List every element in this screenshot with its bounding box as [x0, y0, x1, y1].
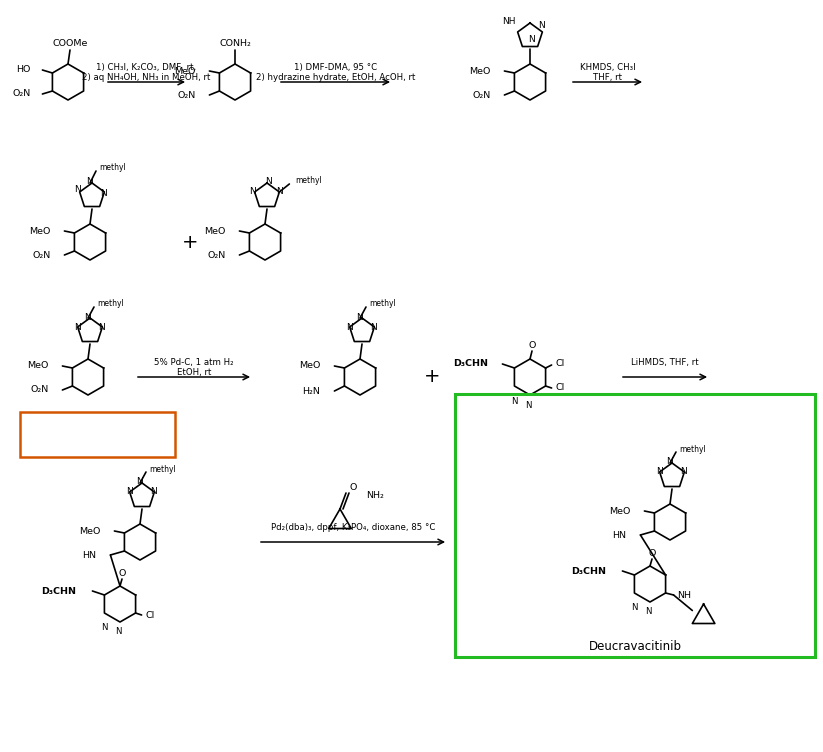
Text: O₂N: O₂N	[472, 90, 491, 99]
Bar	[20, 412, 175, 457]
Text: D₃CHN: D₃CHN	[453, 359, 488, 368]
Text: N: N	[525, 401, 532, 410]
Text: +: +	[424, 368, 440, 387]
Text: N: N	[630, 604, 637, 612]
Text: methyl: methyl	[369, 299, 396, 308]
Text: MeO: MeO	[299, 362, 320, 371]
Text: Deucravacitinib: Deucravacitinib	[588, 641, 681, 653]
Text: N: N	[249, 187, 257, 196]
Text: methyl: methyl	[99, 162, 126, 171]
Text: N: N	[98, 323, 105, 332]
Text: N: N	[127, 487, 133, 496]
Text: Pd₂(dba)₃, dppf, K₃PO₄, dioxane, 85 °C: Pd₂(dba)₃, dppf, K₃PO₄, dioxane, 85 °C	[271, 523, 435, 532]
Text: NH: NH	[503, 17, 516, 26]
Text: N: N	[75, 186, 81, 195]
Text: O: O	[649, 550, 656, 559]
Text: N: N	[150, 487, 156, 496]
Text: N: N	[528, 35, 536, 44]
Text: O₂N: O₂N	[12, 89, 30, 99]
Text: EtOH, rt: EtOH, rt	[177, 368, 212, 377]
Text: N: N	[657, 468, 663, 477]
Text: N: N	[538, 22, 545, 31]
Text: N: N	[667, 457, 673, 466]
Text: N: N	[266, 177, 272, 186]
Text: N: N	[356, 313, 364, 322]
Text: O: O	[528, 341, 536, 350]
Text: COOMe: COOMe	[53, 38, 88, 47]
Text: regioselectivity: regioselectivity	[57, 421, 137, 431]
Text: H₂N: H₂N	[303, 387, 320, 396]
Text: N: N	[75, 323, 81, 332]
Text: HN: HN	[612, 530, 626, 539]
Text: 1) DMF-DMA, 95 °C: 1) DMF-DMA, 95 °C	[294, 63, 377, 72]
Text: HN: HN	[82, 550, 96, 559]
Text: NH: NH	[677, 590, 691, 599]
Text: methyl: methyl	[679, 444, 706, 453]
Text: methyl: methyl	[149, 465, 176, 474]
Text: methyl: methyl	[295, 177, 322, 186]
Text: D₃CHN: D₃CHN	[571, 566, 607, 575]
Text: KHMDS, CH₃I: KHMDS, CH₃I	[579, 63, 635, 72]
Text: N: N	[511, 396, 517, 405]
Text: N: N	[85, 313, 91, 322]
Text: +: +	[182, 232, 198, 251]
Text: N: N	[276, 187, 283, 196]
Text: O₂N: O₂N	[32, 250, 50, 259]
Text: 1) CH₃I, K₂CO₃, DMF, rt,: 1) CH₃I, K₂CO₃, DMF, rt,	[96, 63, 197, 72]
Text: MeO: MeO	[204, 226, 226, 235]
Text: THF, rt: THF, rt	[593, 73, 622, 82]
Text: 8 : 1: 8 : 1	[81, 435, 113, 448]
Bar	[455, 394, 815, 657]
Text: O: O	[119, 569, 126, 578]
Text: N: N	[100, 623, 107, 632]
Text: O₂N: O₂N	[30, 386, 49, 395]
Text: N: N	[100, 190, 107, 199]
Text: N: N	[346, 323, 353, 332]
Text: MeO: MeO	[174, 66, 195, 75]
Text: Cl: Cl	[556, 359, 565, 368]
Text: N: N	[370, 323, 377, 332]
Text: Cl: Cl	[146, 611, 155, 620]
Text: NH₂: NH₂	[366, 490, 384, 499]
Text: MeO: MeO	[79, 526, 100, 535]
Text: N: N	[680, 468, 686, 477]
Text: LiHMDS, THF, rt: LiHMDS, THF, rt	[631, 358, 699, 367]
Text: MeO: MeO	[29, 226, 50, 235]
Text: O₂N: O₂N	[207, 250, 226, 259]
Text: methyl: methyl	[97, 299, 123, 308]
Text: 2) aq NH₄OH, NH₃ in MeOH, rt: 2) aq NH₄OH, NH₃ in MeOH, rt	[82, 73, 211, 82]
Text: O: O	[349, 483, 356, 492]
Text: O₂N: O₂N	[177, 90, 195, 99]
Text: MeO: MeO	[27, 362, 49, 371]
Text: N: N	[137, 478, 143, 487]
Text: MeO: MeO	[609, 507, 630, 516]
Text: HO: HO	[16, 65, 30, 74]
Text: N: N	[114, 627, 121, 636]
Text: N: N	[644, 608, 651, 617]
Text: 5% Pd-C, 1 atm H₂: 5% Pd-C, 1 atm H₂	[154, 358, 234, 367]
Text: 2) hydrazine hydrate, EtOH, AcOH, rt: 2) hydrazine hydrate, EtOH, AcOH, rt	[256, 73, 415, 82]
Text: N: N	[86, 177, 93, 186]
Text: D₃CHN: D₃CHN	[41, 587, 77, 596]
Text: CONH₂: CONH₂	[219, 38, 251, 47]
Text: MeO: MeO	[469, 66, 491, 75]
Text: Cl: Cl	[556, 384, 565, 393]
